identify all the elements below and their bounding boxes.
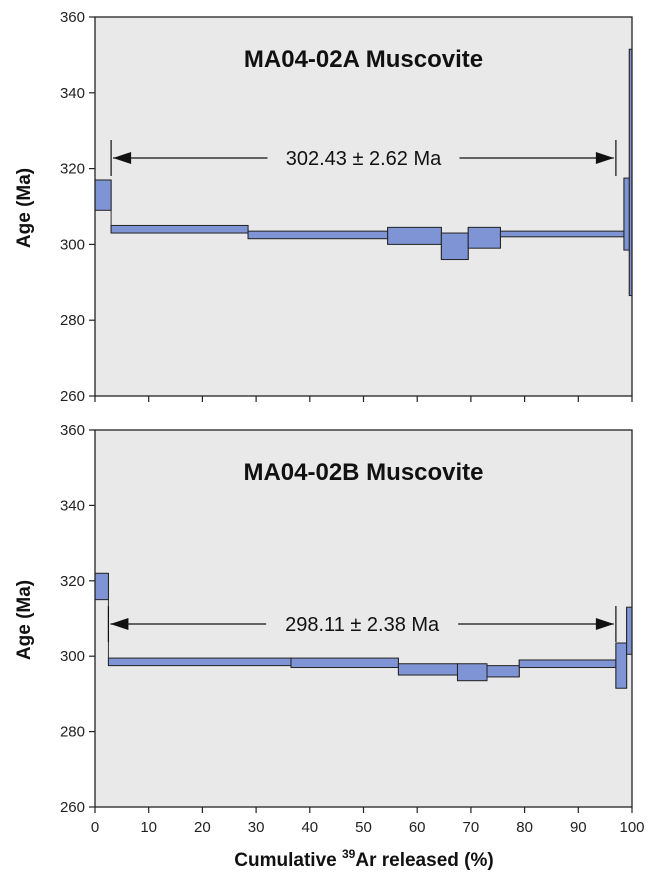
x-tick-label: 30 [248, 819, 265, 836]
y-tick-label: 280 [60, 724, 85, 741]
x-tick-label: 0 [91, 819, 99, 836]
x-tick-label: 90 [570, 819, 587, 836]
x-tick-label: 50 [355, 819, 372, 836]
x-tick-label: 100 [619, 819, 644, 836]
x-axis-title-suffix: Ar released (%) [355, 850, 493, 871]
y-tick-label: 280 [60, 312, 85, 329]
x-tick-label: 80 [516, 819, 533, 836]
y-tick-label: 260 [60, 799, 85, 816]
x-tick-label: 20 [194, 819, 211, 836]
plateau-age-label: 302.43 ± 2.62 Ma [286, 148, 442, 170]
y-tick-label: 320 [60, 573, 85, 590]
plot-area [95, 430, 632, 807]
plateau-age-label: 298.11 ± 2.38 Ma [285, 614, 440, 636]
x-tick-label: 10 [140, 819, 157, 836]
y-tick-label: 340 [60, 85, 85, 102]
x-axis-title: Cumulative 39Ar released (%) [234, 847, 493, 871]
step-box [397, 663, 458, 676]
step-box [486, 665, 520, 678]
panel-title: MA04-02A Muscovite [244, 46, 483, 73]
step-box [94, 179, 112, 211]
step-box [623, 177, 630, 251]
x-axis-title-superscript: 39 [342, 847, 356, 861]
y-tick-label: 320 [60, 161, 85, 178]
step-box [107, 657, 292, 667]
x-tick-label: 40 [301, 819, 318, 836]
y-tick-label: 300 [60, 648, 85, 665]
panel-a-plot: 260 280 300 320 340 360 MA04-02A Muscovite 302.… [60, 9, 633, 405]
plateau-arrowhead-left [113, 152, 132, 164]
step-box [456, 663, 488, 682]
axis-frame [94, 429, 633, 808]
step-box [440, 232, 469, 261]
step-box [499, 230, 625, 238]
panel-title: MA04-02B Muscovite [243, 459, 483, 486]
step-box [247, 230, 389, 240]
plateau-arrowhead-right [595, 152, 614, 164]
y-tick-label: 340 [60, 497, 85, 514]
y-tick-label: 260 [60, 388, 85, 405]
step-box [615, 642, 628, 689]
plateau-arrowhead-right [595, 618, 614, 630]
step-box [467, 226, 501, 249]
step-box [94, 572, 109, 601]
step-box [387, 226, 442, 245]
y-tick-label: 360 [60, 9, 85, 26]
step-box [290, 657, 399, 669]
y-axis-title-a: Age (Ma) [14, 168, 35, 248]
step-box [518, 659, 617, 669]
step-box [110, 224, 249, 234]
plateau-arrowhead-left [110, 618, 129, 630]
panel-b-plot: 260 280 300 320 340 360 0 10 20 30 40 50 60 70 80 90 100… [60, 422, 645, 836]
y-tick-label: 300 [60, 236, 85, 253]
x-axis-title-prefix: Cumulative [234, 850, 342, 871]
x-tick-label: 70 [463, 819, 480, 836]
y-axis-title-b: Age (Ma) [14, 580, 35, 660]
step-box [626, 606, 633, 655]
plot-area [95, 17, 632, 396]
x-tick-label: 60 [409, 819, 426, 836]
axis-frame [94, 16, 633, 397]
y-tick-label: 360 [60, 422, 85, 439]
